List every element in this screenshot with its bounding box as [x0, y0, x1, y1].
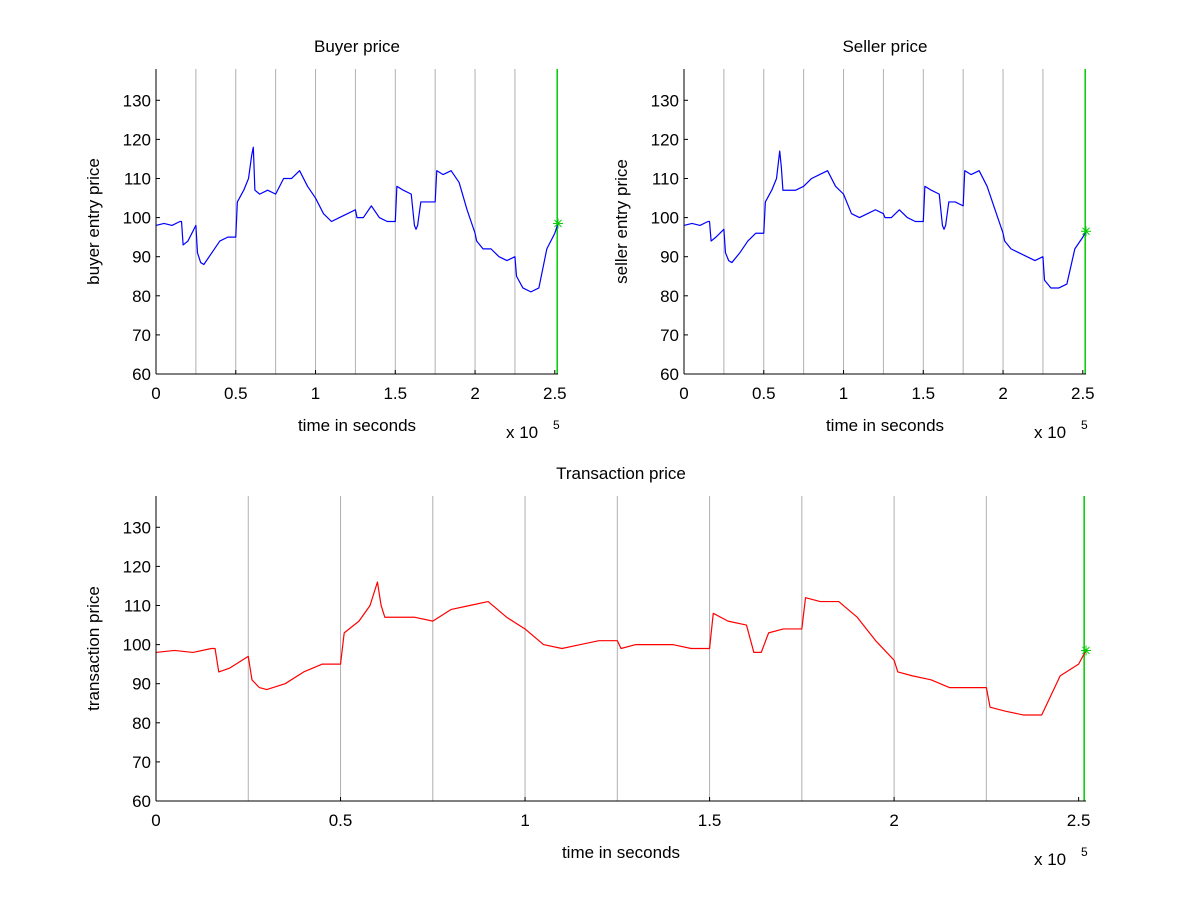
chart-2: 60 70 80 90 100 110 120 130 0 0.5 1 1.5 2 2.5 Transact… — [84, 464, 1091, 869]
plot-area — [684, 69, 1086, 374]
x-exponent-power: 5 — [553, 418, 560, 432]
y-axis-label: seller entry price — [612, 159, 631, 284]
x-tick-label: 2.5 — [1067, 811, 1091, 830]
y-tick-label: 120 — [123, 557, 151, 576]
series-line — [155, 146, 559, 293]
y-tick-label: 60 — [132, 365, 151, 384]
x-tick-label: 1.5 — [698, 811, 722, 830]
chart-1: 60 70 80 90 100 110 120 130 0 0.5 1 1.5 2 2.5 Seller p… — [612, 37, 1095, 442]
x-tick-label: 1 — [311, 384, 320, 403]
x-tick-label: 1.5 — [911, 384, 935, 403]
x-tick-label: 0.5 — [329, 811, 353, 830]
x-tick-label: 2.5 — [1071, 384, 1095, 403]
end-marker — [1081, 226, 1091, 237]
y-tick-label: 130 — [651, 91, 679, 110]
y-tick-label: 100 — [123, 636, 151, 655]
y-tick-label: 70 — [660, 326, 679, 345]
x-exponent-label: x 10 — [1034, 850, 1066, 869]
x-tick-label: 0.5 — [224, 384, 248, 403]
x-tick-label: 0 — [679, 384, 688, 403]
y-tick-label: 110 — [652, 169, 679, 188]
y-tick-label: 90 — [132, 248, 151, 267]
plot-area — [156, 69, 558, 374]
x-tick-label: 2 — [470, 384, 479, 403]
y-tick-label: 100 — [123, 209, 151, 228]
x-axis-label: time in seconds — [298, 416, 416, 435]
chart-title: Seller price — [842, 37, 927, 56]
chart-title: Buyer price — [314, 37, 400, 56]
x-tick-label: 2.5 — [543, 384, 567, 403]
y-tick-label: 130 — [123, 91, 151, 110]
x-exponent-label: x 10 — [506, 423, 538, 442]
y-tick-label: 70 — [132, 326, 151, 345]
y-tick-label: 110 — [124, 169, 151, 188]
x-tick-label: 0 — [151, 811, 160, 830]
end-marker-stroke — [1082, 227, 1090, 236]
y-tick-label: 80 — [660, 287, 679, 306]
end-marker-stroke — [554, 219, 562, 228]
x-tick-label: 2 — [889, 811, 898, 830]
end-marker-stroke — [1082, 646, 1090, 655]
y-tick-label: 120 — [123, 130, 151, 149]
y-tick-label: 80 — [132, 287, 151, 306]
x-axis-label: time in seconds — [562, 843, 680, 862]
y-tick-label: 120 — [651, 130, 679, 149]
y-axis-label: buyer entry price — [84, 158, 103, 285]
x-tick-label: 1 — [839, 384, 848, 403]
end-marker — [553, 218, 563, 229]
x-tick-label: 1 — [520, 811, 529, 830]
series-line — [683, 150, 1087, 289]
series-line — [155, 581, 1087, 716]
x-exponent-label: x 10 — [1034, 423, 1066, 442]
x-tick-label: 0.5 — [752, 384, 776, 403]
y-axis-label: transaction price — [84, 586, 103, 711]
x-tick-label: 1.5 — [383, 384, 407, 403]
x-exponent-power: 5 — [1081, 845, 1088, 859]
chart-title: Transaction price — [556, 464, 686, 483]
end-marker — [1081, 645, 1091, 656]
y-tick-label: 90 — [660, 248, 679, 267]
y-tick-label: 130 — [123, 518, 151, 537]
x-tick-label: 0 — [151, 384, 160, 403]
y-tick-label: 90 — [132, 675, 151, 694]
y-tick-label: 100 — [651, 209, 679, 228]
x-exponent-power: 5 — [1081, 418, 1088, 432]
y-tick-label: 70 — [132, 753, 151, 772]
x-tick-label: 2 — [998, 384, 1007, 403]
y-tick-label: 60 — [660, 365, 679, 384]
x-axis-label: time in seconds — [826, 416, 944, 435]
y-tick-label: 110 — [124, 596, 151, 615]
chart-0: 60 70 80 90 100 110 120 130 0 0.5 1 1.5 2 2.5 Buyer pr… — [84, 37, 567, 442]
y-tick-label: 80 — [132, 714, 151, 733]
y-tick-label: 60 — [132, 792, 151, 811]
